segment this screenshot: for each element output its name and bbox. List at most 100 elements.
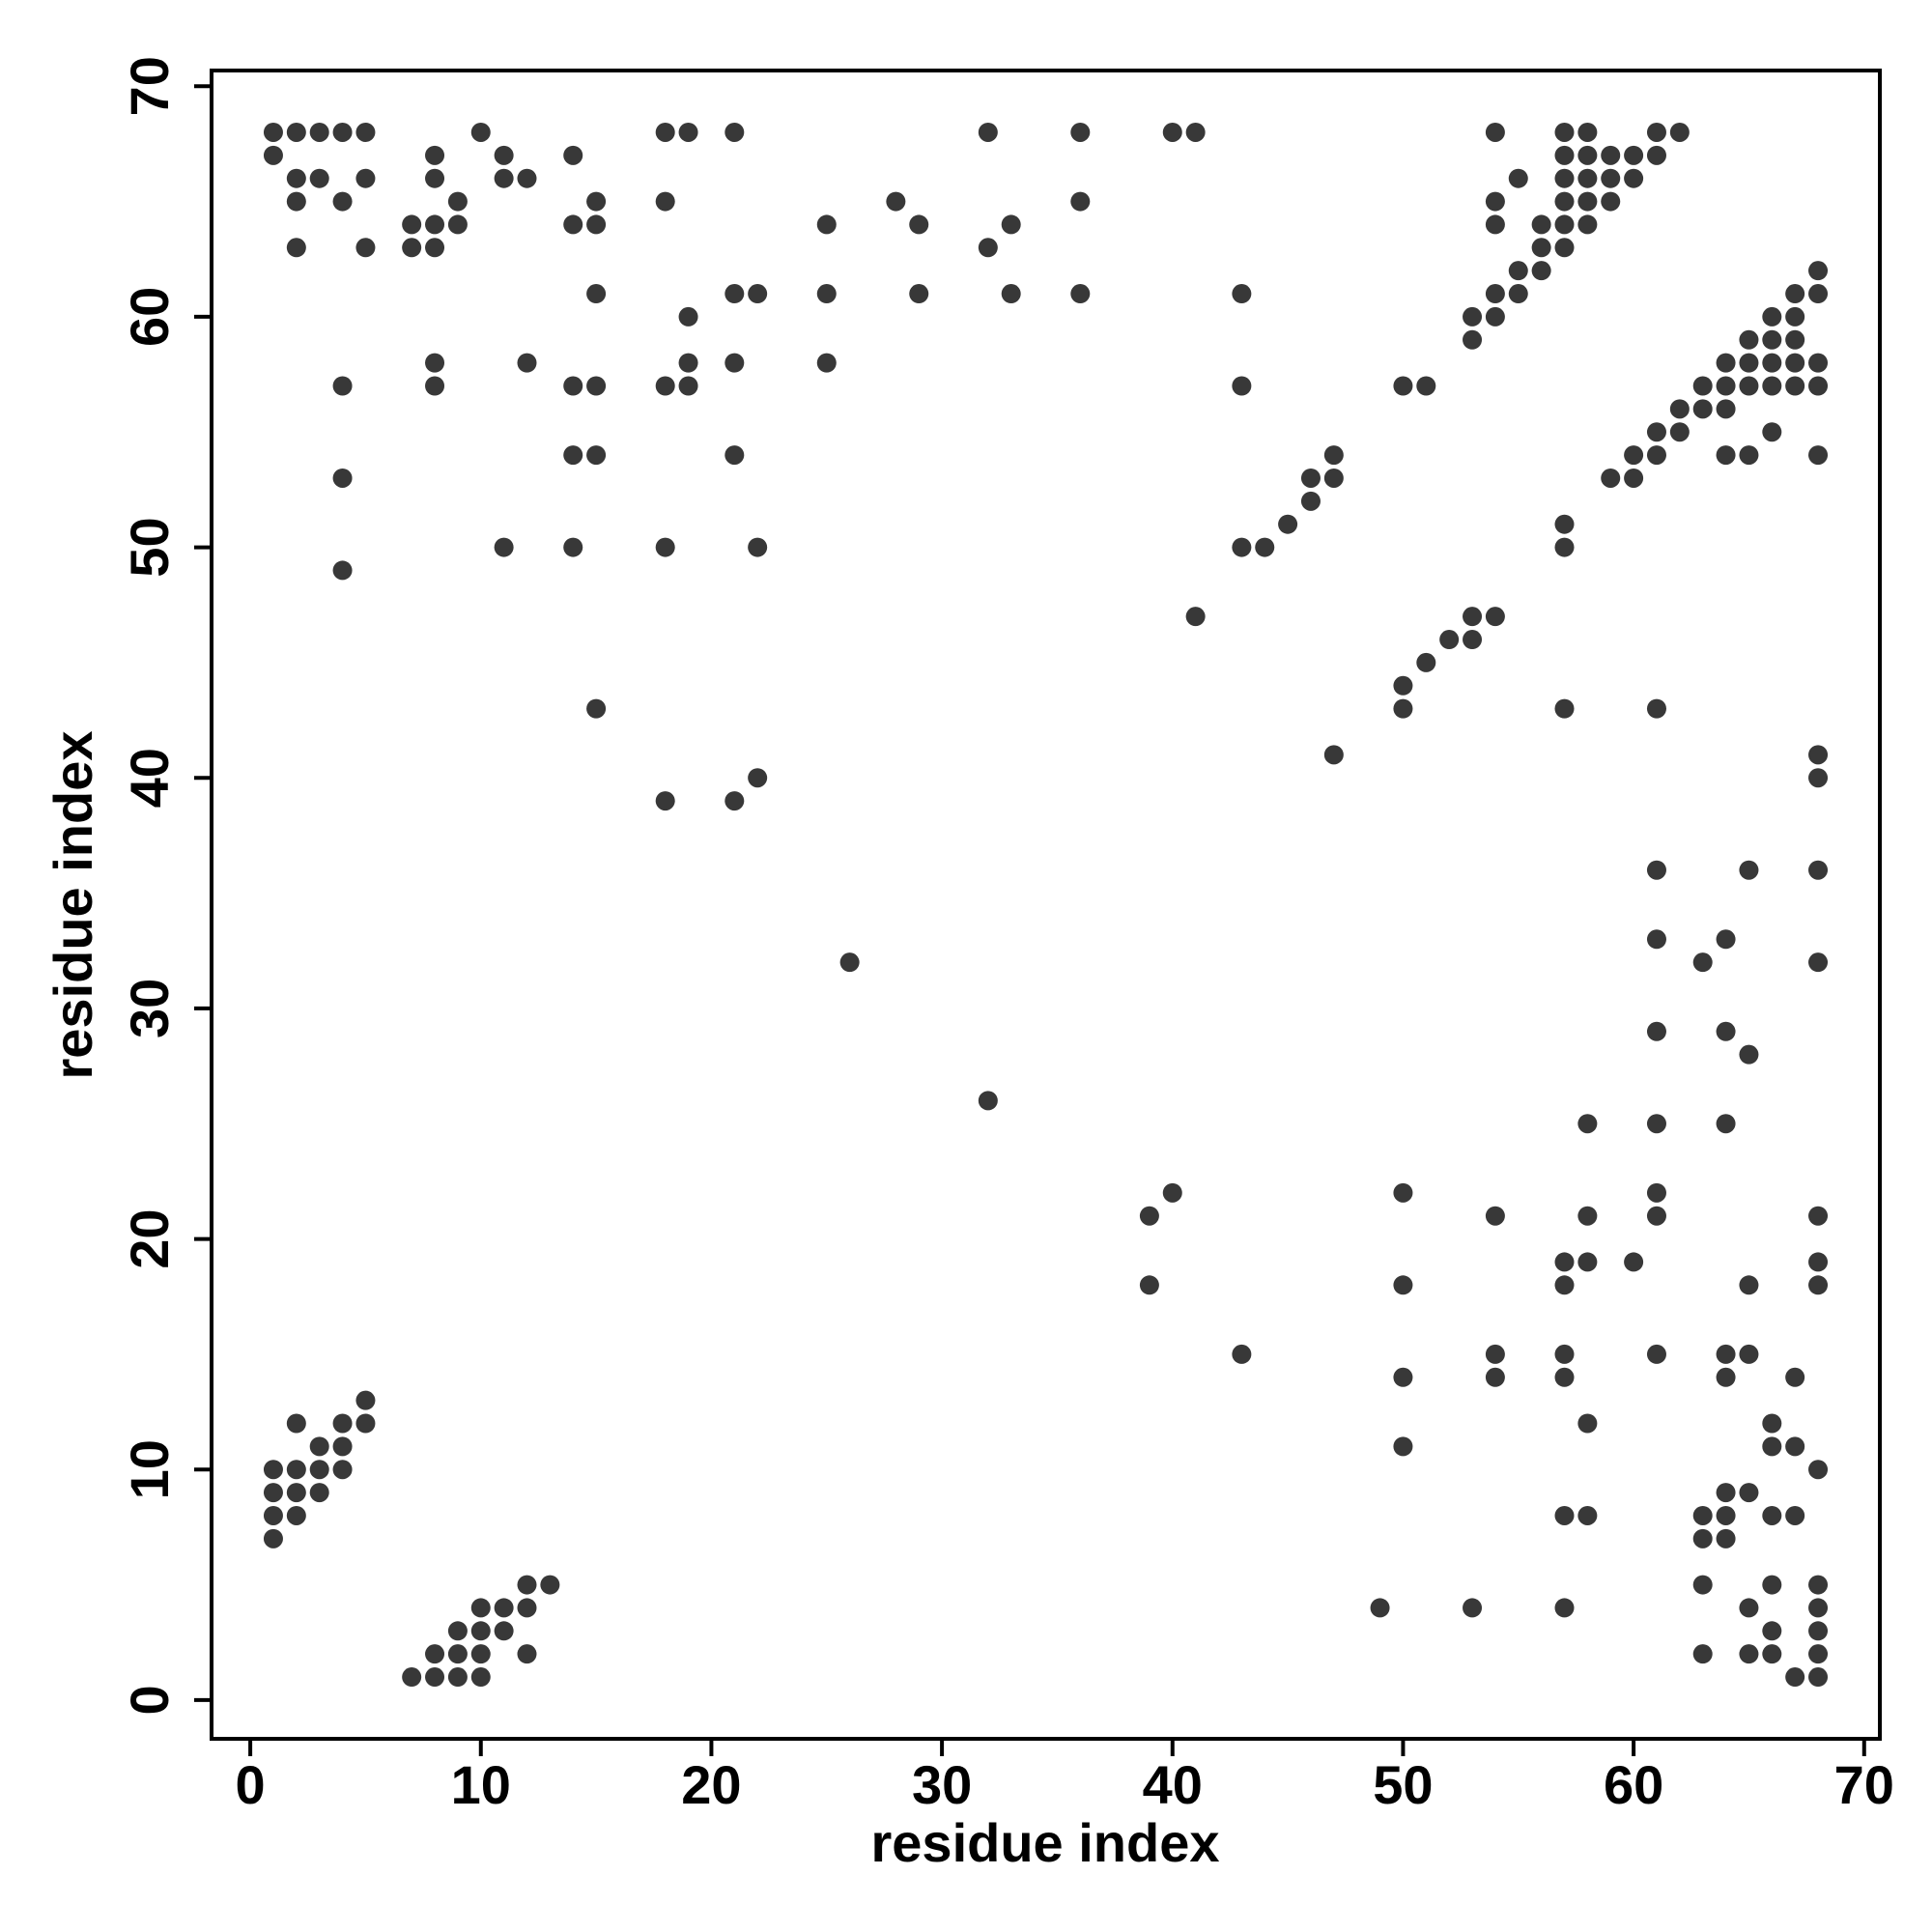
contact-point (1577, 214, 1598, 235)
contact-point (1070, 122, 1091, 142)
contact-point (1300, 491, 1321, 511)
contact-point (1646, 122, 1666, 142)
contact-point (1393, 675, 1413, 696)
contact-point (1646, 1182, 1666, 1203)
contact-point (1439, 630, 1460, 650)
contact-point (978, 238, 998, 258)
contact-point (540, 1575, 560, 1595)
contact-point (1739, 1275, 1759, 1295)
contact-point (748, 284, 768, 304)
contact-point (1554, 1598, 1575, 1618)
contact-point (1554, 1367, 1575, 1387)
contact-point (724, 284, 745, 304)
contact-point (309, 1460, 329, 1480)
contact-point (1577, 122, 1598, 142)
contact-point (1808, 1575, 1829, 1595)
contact-point (1232, 537, 1252, 557)
contact-point (1762, 306, 1782, 327)
contact-point (724, 445, 745, 466)
x-axis-title: residue index (870, 1812, 1219, 1873)
contact-point (1485, 607, 1505, 627)
contact-point (1554, 238, 1575, 258)
contact-point (355, 1413, 376, 1434)
contact-point (1485, 1367, 1505, 1387)
contact-point (1624, 468, 1644, 488)
contact-point (1646, 860, 1666, 880)
contact-point (332, 1436, 353, 1457)
contact-point (402, 238, 422, 258)
y-axis-title: residue index (43, 730, 103, 1079)
contact-point (1646, 445, 1666, 466)
contact-point (1808, 1621, 1829, 1641)
contact-point (1762, 1505, 1782, 1525)
contact-point (1808, 860, 1829, 880)
contact-point (1531, 238, 1551, 258)
contact-point (1808, 376, 1829, 396)
contact-point (263, 122, 283, 142)
contact-point (1785, 284, 1805, 304)
contact-point (494, 1598, 514, 1618)
contact-point (402, 214, 422, 235)
contact-point (1808, 1252, 1829, 1272)
x-tick-label: 50 (1373, 1754, 1433, 1815)
contact-point (1554, 214, 1575, 235)
contact-point (1739, 329, 1759, 350)
contact-point (1785, 1505, 1805, 1525)
contact-point (1692, 1575, 1713, 1595)
contact-point (1463, 1598, 1483, 1618)
contact-point (1232, 1344, 1252, 1364)
contact-point (1808, 261, 1829, 281)
contact-point (655, 122, 675, 142)
contact-point (1739, 1644, 1759, 1664)
contact-point (1785, 353, 1805, 373)
contact-point (1646, 698, 1666, 719)
contact-point (909, 284, 929, 304)
contact-point (517, 168, 537, 188)
x-tick-label: 0 (236, 1754, 266, 1815)
contact-point (517, 1598, 537, 1618)
contact-point (1646, 1021, 1666, 1041)
contact-point (1785, 1436, 1805, 1457)
contact-point (678, 376, 698, 396)
contact-point (909, 214, 929, 235)
contact-point (263, 1460, 283, 1480)
contact-point (1370, 1598, 1390, 1618)
contact-point (309, 168, 329, 188)
y-tick-label: 40 (119, 748, 180, 808)
contact-point (1785, 1667, 1805, 1688)
contact-point (425, 1667, 445, 1688)
contact-point (655, 376, 675, 396)
contact-point (1531, 261, 1551, 281)
contact-point (1692, 376, 1713, 396)
x-tick-label: 60 (1604, 1754, 1663, 1815)
contact-point (1070, 284, 1091, 304)
contact-point (1278, 514, 1298, 534)
contact-point (1808, 1275, 1829, 1295)
contact-point (1463, 630, 1483, 650)
contact-point (332, 468, 353, 488)
contact-point (978, 122, 998, 142)
contact-point (1762, 422, 1782, 442)
contact-point (1646, 1344, 1666, 1364)
contact-point (447, 214, 468, 235)
contact-point (1393, 1182, 1413, 1203)
contact-point (1577, 145, 1598, 165)
contact-point (1739, 1483, 1759, 1503)
contact-point (355, 238, 376, 258)
contact-point (563, 537, 583, 557)
contact-point (1554, 122, 1575, 142)
y-tick-label: 10 (119, 1439, 180, 1499)
contact-point (816, 284, 837, 304)
contact-point (1185, 607, 1206, 627)
contact-point (1716, 353, 1736, 373)
contact-point (1808, 768, 1829, 788)
contact-point (1554, 1505, 1575, 1525)
contact-point (1808, 745, 1829, 765)
contact-point (1692, 1505, 1713, 1525)
contact-point (1646, 145, 1666, 165)
contact-point (1416, 652, 1436, 672)
contact-point (1808, 1598, 1829, 1618)
contact-point (425, 168, 445, 188)
contact-point (655, 537, 675, 557)
